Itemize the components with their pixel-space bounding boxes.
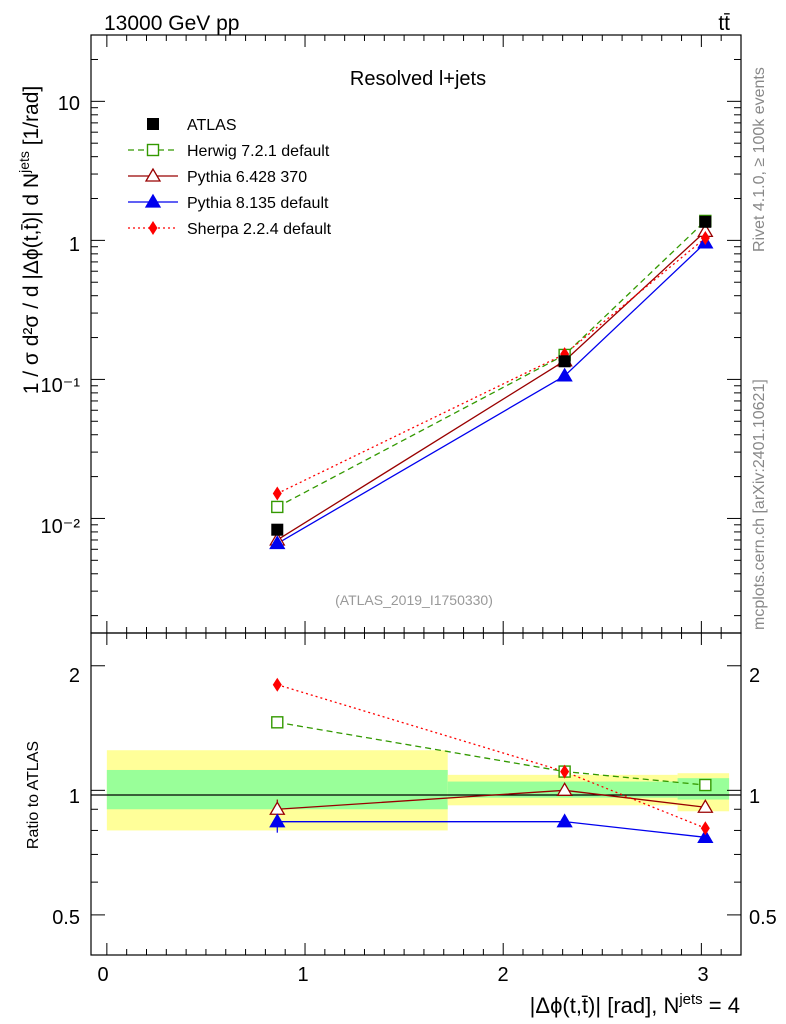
main-point-series-2-1 <box>556 367 573 382</box>
main-point-series-3-0 <box>272 486 282 501</box>
legend-entry-herwig: Herwig 7.2.1 default <box>128 143 330 160</box>
y-axis-title-main: 1 / σ d²σ / d |Δϕ(t,t̄)| d N <box>20 173 43 394</box>
x-axis-title-sup: jets <box>678 991 702 1008</box>
legend-marker-atlas <box>147 118 159 130</box>
main-point-atlas-2 <box>699 215 712 228</box>
x-axis-title-main: |Δϕ(t,t̄)| [rad], N <box>530 993 680 1018</box>
legend-label-sherpa: Sherpa 2.2.4 default <box>187 221 332 238</box>
x-axis-title-tail: = 4 <box>703 993 740 1018</box>
legend-marker-herwig <box>128 143 178 157</box>
ratio-point-series-2-0 <box>269 813 286 828</box>
ratio-point-series-2-1 <box>556 813 573 828</box>
ratio-point-series-2-2 <box>697 829 714 843</box>
y-axis-title-tail: [1/rad] <box>20 86 43 151</box>
ratio-point-series-3-2 <box>700 821 710 836</box>
x-tick-label-3: 3 <box>697 964 708 986</box>
legend-marker-sherpa <box>128 221 178 235</box>
ratio-point-series-1-1 <box>556 782 573 796</box>
legend-label-herwig: Herwig 7.2.1 default <box>187 143 330 160</box>
ratio-y-tick-labels: 2 1 0.5 2 1 0.5 <box>52 665 777 929</box>
legend-label-pythia8: Pythia 8.135 default <box>187 195 329 212</box>
ratio-point-series-1-2 <box>697 798 714 813</box>
legend-symbol-series-3 <box>148 221 158 235</box>
legend-entry-pythia8: Pythia 8.135 default <box>128 193 329 212</box>
ratio-tick-label-1-right: 1 <box>749 786 760 808</box>
legend-symbol-series-0 <box>146 143 160 157</box>
main-point-series-3-2 <box>700 231 710 246</box>
legend: ATLAS Herwig 7.2.1 default Pythia 6.428 … <box>128 117 332 238</box>
y-tick-label-0.01: 10⁻² <box>41 516 81 538</box>
y-tick-label-1: 1 <box>69 234 80 256</box>
legend-label-atlas: ATLAS <box>187 117 237 134</box>
main-point-series-2-0 <box>269 535 286 550</box>
main-series-group <box>269 214 714 550</box>
main-point-atlas-1 <box>558 355 571 368</box>
ratio-series-group <box>269 677 714 843</box>
ratio-plot-frame <box>90 632 742 956</box>
ratio-tick-label-2-right: 2 <box>749 665 760 687</box>
ratio-axis-title: Ratio to ATLAS <box>25 741 42 849</box>
ratio-point-series-0-0 <box>271 716 284 729</box>
legend-square-atlas <box>147 118 159 130</box>
ratio-tick-label-1-left: 1 <box>69 786 80 808</box>
x-tick-label-2: 2 <box>497 964 508 986</box>
y-tick-label-10: 10 <box>58 93 80 115</box>
process-label: tt̄ <box>718 12 730 35</box>
ratio-tick-label-0.5-left: 0.5 <box>52 907 80 929</box>
x-tick-label-0: 0 <box>97 964 108 986</box>
legend-symbol-series-1 <box>144 167 162 182</box>
x-tick-label-1: 1 <box>297 964 308 986</box>
legend-label-pythia6: Pythia 6.428 370 <box>187 169 307 186</box>
main-line-series-0 <box>276 220 706 508</box>
axis-ticks <box>91 34 741 955</box>
x-axis-title: |Δϕ(t,t̄)| [rad], Njets = 4 <box>530 991 740 1018</box>
mcplots-label: mcplots.cern.ch [arXiv:2401.10621] <box>751 379 768 630</box>
main-point-series-0-0 <box>271 500 284 514</box>
ratio-point-series-3-1 <box>560 764 570 779</box>
main-y-tick-labels: 10 1 10⁻¹ 10⁻² <box>41 93 81 538</box>
legend-marker-pythia8 <box>128 193 178 208</box>
legend-symbol-series-2 <box>144 193 162 208</box>
chart-title: Resolved l+jets <box>350 68 486 90</box>
ratio-tick-label-2-left: 2 <box>69 665 80 687</box>
ratio-point-series-0-2 <box>699 778 712 792</box>
legend-entry-atlas: ATLAS <box>147 117 237 134</box>
rivet-label: Rivet 4.1.0, ≥ 100k events <box>751 67 768 252</box>
analysis-id-label: (ATLAS_2019_I1750330) <box>335 592 493 608</box>
legend-entry-sherpa: Sherpa 2.2.4 default <box>128 221 332 238</box>
ratio-tick-label-0.5-right: 0.5 <box>749 907 777 929</box>
ratio-uncertainty-bands <box>106 750 730 831</box>
energy-label: 13000 GeV pp <box>104 12 239 35</box>
x-tick-labels: 0 1 2 3 <box>97 964 708 986</box>
main-line-series-1 <box>276 230 706 541</box>
ratio-point-series-3-0 <box>272 677 282 692</box>
y-axis-title-sup: jets <box>16 151 32 174</box>
y-tick-label-0.1: 10⁻¹ <box>41 375 81 397</box>
main-point-atlas-0 <box>271 523 284 536</box>
y-axis-title: 1 / σ d²σ / d |Δϕ(t,t̄)| d Njets [1/rad] <box>16 86 43 395</box>
legend-marker-pythia6 <box>128 167 178 182</box>
main-line-series-3 <box>276 237 706 495</box>
legend-entry-pythia6: Pythia 6.428 370 <box>128 167 307 186</box>
